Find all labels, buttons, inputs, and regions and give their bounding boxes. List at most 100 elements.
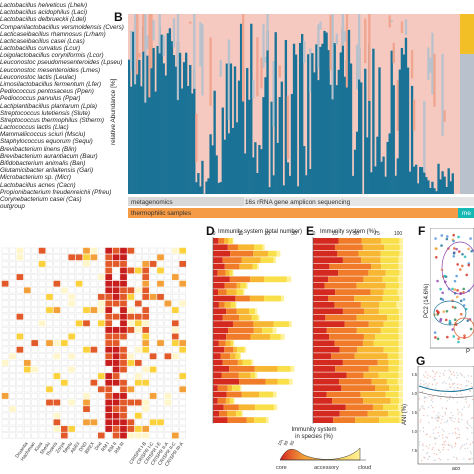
heatmap-cell <box>127 260 135 267</box>
heatmap-cell <box>31 432 39 439</box>
ani-point <box>446 421 448 423</box>
stacked-bar-segment <box>218 289 227 295</box>
stacked-bar-segment <box>379 417 400 423</box>
heatmap-cell <box>171 366 179 373</box>
heatmap-cell <box>97 287 105 294</box>
stacked-bar-segment <box>232 270 234 276</box>
heatmap-cell <box>120 386 127 393</box>
stacked-bar-segment <box>251 359 254 366</box>
heatmap-cell <box>16 359 24 366</box>
heatmap-cell <box>68 392 76 399</box>
heatmap-cell <box>120 353 127 360</box>
stacked-bar-segment <box>244 346 247 353</box>
heatmap-cell <box>9 293 16 300</box>
heatmap-cell <box>90 346 98 353</box>
panel-b-bar <box>140 86 143 194</box>
stacked-bar-segment <box>363 276 383 283</box>
heatmap-cell <box>112 320 120 327</box>
ani-point <box>423 374 425 376</box>
pca-point <box>436 337 440 341</box>
heatmap-cell <box>105 340 113 347</box>
heatmap-cell <box>68 313 76 320</box>
heatmap-cell <box>157 419 164 426</box>
pca-point <box>440 234 444 237</box>
heatmap-cell <box>53 379 61 386</box>
ani-point <box>431 417 434 419</box>
panel-b-bar <box>303 146 306 194</box>
heatmap-cell <box>179 425 187 432</box>
heatmap-cell <box>90 399 98 406</box>
heatmap-cell <box>120 406 127 413</box>
heatmap-cell <box>127 346 135 353</box>
ani-point <box>427 374 429 376</box>
ani-point <box>427 406 430 408</box>
heatmap-cell <box>105 419 113 426</box>
heatmap-cell <box>97 353 105 360</box>
heatmap-cell <box>149 406 157 413</box>
panel-b-meso-label: me <box>462 210 471 217</box>
ani-point <box>460 412 462 414</box>
heatmap-cell <box>23 359 31 366</box>
stacked-bar-segment <box>232 321 254 327</box>
heatmap-cell <box>149 346 157 353</box>
panel-b-bar-segment <box>150 14 153 69</box>
heatmap-cell <box>53 307 61 314</box>
ani-point <box>426 377 429 379</box>
heatmap-cell <box>171 392 179 399</box>
stacked-bar-segment <box>229 366 255 372</box>
stacked-bar-segment <box>337 250 359 257</box>
panel-g-label: G <box>416 354 426 368</box>
heatmap-cell <box>90 373 98 380</box>
panel-b-bar-segment <box>443 110 446 122</box>
heatmap-cell <box>23 366 31 373</box>
ani-tick: 98.5 <box>412 410 418 415</box>
heatmap-cell <box>120 373 127 380</box>
heatmap-cell <box>16 373 24 380</box>
heatmap-cell <box>23 287 31 294</box>
stacked-bar-segment <box>225 398 230 404</box>
species-label: Microbacterium sp. (Micr) <box>0 174 72 182</box>
heatmap-cell <box>112 353 120 360</box>
ani-point <box>430 399 433 401</box>
stacked-bar-segment <box>273 321 290 327</box>
heatmap-cell <box>157 353 164 360</box>
heatmap-cell <box>112 386 120 393</box>
stacked-bar-segment <box>396 302 403 308</box>
stacked-bar-segment <box>225 340 231 347</box>
heatmap-cell <box>31 419 39 426</box>
stacked-bar-segment <box>325 314 357 321</box>
panel-b-bar-segment <box>286 95 290 160</box>
heatmap-cell <box>97 274 105 281</box>
stacked-bar-segment <box>253 321 274 327</box>
ani-point <box>458 421 460 423</box>
ani-point <box>459 448 462 450</box>
ani-point <box>421 391 424 393</box>
heatmap-cell <box>60 274 68 281</box>
heatmap-cell <box>171 247 179 254</box>
pca-point <box>434 255 438 259</box>
ani-point <box>466 447 469 449</box>
panel-b-bar <box>431 181 434 194</box>
heatmap-cell <box>16 326 24 333</box>
heatmap-cell <box>1 359 9 366</box>
stacked-bar-segment <box>265 378 278 385</box>
panel-b-bar <box>301 34 304 195</box>
heatmap-cell <box>23 353 31 360</box>
ani-point <box>418 441 421 443</box>
stacked-bar-segment <box>236 308 250 315</box>
ani-point <box>449 444 451 447</box>
ani-point <box>437 420 439 422</box>
panel-b-bar <box>252 157 255 194</box>
heatmap-cell <box>31 333 39 340</box>
panel-b-bar <box>162 63 165 194</box>
heatmap-cell <box>75 373 83 380</box>
heatmap-cell <box>164 307 172 314</box>
panel-b-bar <box>136 59 139 194</box>
species-label: Lactobacillus acnes (Cacn) <box>0 181 76 189</box>
heatmap-cell <box>53 386 61 393</box>
stacked-bar-segment <box>368 366 389 372</box>
ani-point <box>418 409 421 411</box>
heatmap-cell <box>23 346 31 353</box>
heatmap-cell <box>46 399 53 406</box>
heatmap-cell <box>112 247 120 254</box>
